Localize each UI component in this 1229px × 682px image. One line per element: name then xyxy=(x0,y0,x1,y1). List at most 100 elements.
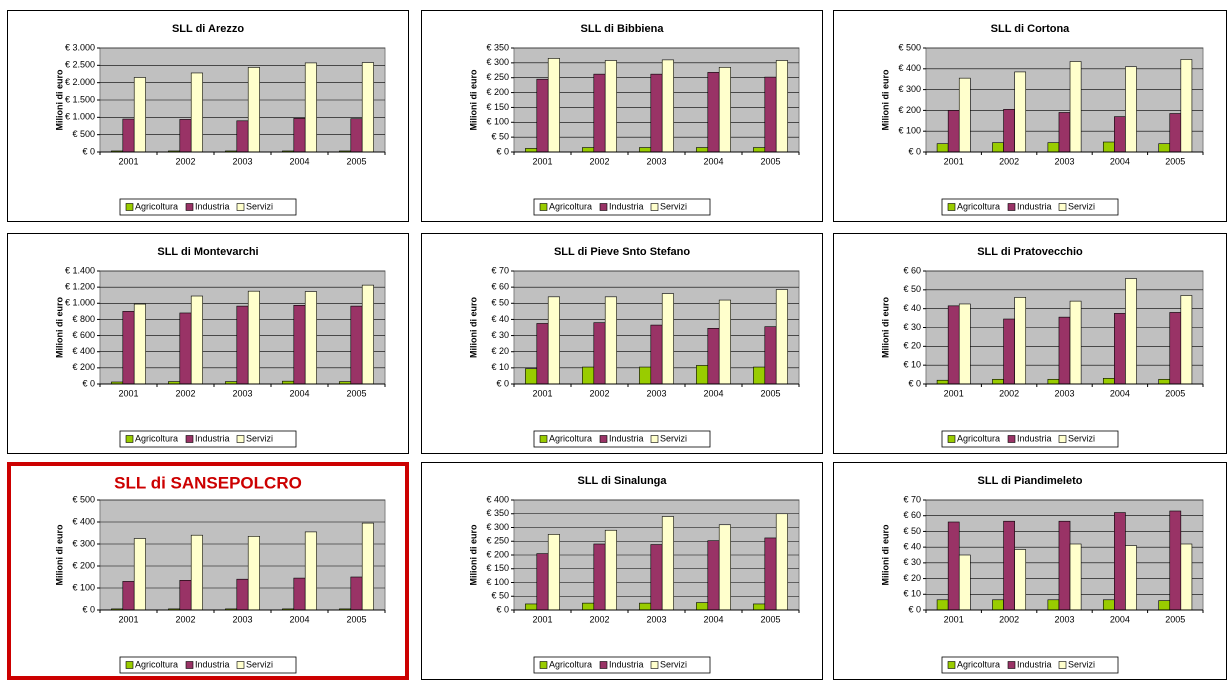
y-tick-label: € 400 xyxy=(72,516,95,526)
chart-title: SLL di Cortona xyxy=(991,23,1071,35)
chart-panel: SLL di Montevarchi € 0 € 200 € 400 € 600 € 80… xyxy=(7,233,409,454)
x-tick-label: 2001 xyxy=(118,614,138,624)
bar xyxy=(1102,599,1115,611)
bar xyxy=(525,148,538,153)
chart-panel: SLL di Piandimeleto € 0 € 10 € 20 € 30 € 40 € … xyxy=(833,462,1227,680)
bar xyxy=(1047,142,1060,153)
legend-swatch xyxy=(1058,203,1067,211)
y-tick-label: € 150 xyxy=(486,563,509,573)
legend-label: Servizi xyxy=(246,659,273,669)
legend-box xyxy=(119,656,297,674)
x-tick-label: 2002 xyxy=(999,156,1019,166)
bar xyxy=(696,147,709,153)
bar xyxy=(236,305,249,385)
bar xyxy=(536,78,549,153)
y-tick-label: € 10 xyxy=(491,362,509,372)
x-tick-label: 2004 xyxy=(289,388,309,398)
chart-panel: SLL di Sinalunga € 0 € 50 € 100 € 150 € 200 € … xyxy=(421,462,823,680)
y-tick-label: € 40 xyxy=(903,303,921,313)
y-tick-label: € 0 xyxy=(496,378,509,388)
y-tick-label: € 100 xyxy=(486,577,509,587)
bar xyxy=(764,326,777,385)
y-tick-label: € 100 xyxy=(72,582,95,592)
legend-label: Agricoltura xyxy=(135,201,178,211)
legend-label: Servizi xyxy=(1068,433,1095,443)
bar xyxy=(661,59,674,153)
bar xyxy=(775,289,788,385)
bar xyxy=(236,578,249,611)
y-tick-label: € 0 xyxy=(496,146,509,156)
y-tick-label: € 60 xyxy=(491,282,509,292)
bar xyxy=(1058,520,1071,611)
y-tick-label: € 400 xyxy=(898,63,921,73)
x-tick-label: 2005 xyxy=(1165,614,1185,624)
y-tick-label: € 350 xyxy=(486,508,509,518)
x-tick-label: 2001 xyxy=(944,156,964,166)
y-tick-label: € 1.200 xyxy=(65,282,95,292)
chart-title: SLL di Bibbiena xyxy=(581,23,665,35)
bar xyxy=(1169,312,1182,385)
bar xyxy=(753,147,766,153)
bar xyxy=(958,77,971,153)
bar xyxy=(1158,600,1171,611)
x-tick-label: 2002 xyxy=(175,388,195,398)
y-tick-label: € 250 xyxy=(486,72,509,82)
y-tick-label: € 30 xyxy=(491,330,509,340)
legend-label: Servizi xyxy=(246,433,273,443)
bar xyxy=(1069,61,1082,153)
chart-panel: SLL di Pratovecchio € 0 € 10 € 20 € 30 € 40 € … xyxy=(833,233,1227,454)
bar xyxy=(1180,295,1193,385)
bar xyxy=(547,296,560,385)
chart-panel: SLL di Bibbiena € 0 € 50 € 100 € 150 € 200 € 2… xyxy=(421,10,823,222)
y-tick-label: € 50 xyxy=(491,298,509,308)
y-tick-label: € 500 xyxy=(72,494,95,504)
x-tick-label: 2001 xyxy=(532,388,552,398)
x-tick-label: 2003 xyxy=(232,156,252,166)
y-tick-label: € 10 xyxy=(903,589,921,599)
legend-swatch xyxy=(947,435,956,443)
y-axis-title: Milioni di euro xyxy=(880,297,890,358)
bar xyxy=(775,60,788,153)
legend-label: Agricoltura xyxy=(957,201,1000,211)
y-tick-label: € 20 xyxy=(903,341,921,351)
y-tick-label: € 250 xyxy=(486,536,509,546)
bar xyxy=(947,110,960,153)
y-axis-title: Milioni di euro xyxy=(54,524,64,585)
bar xyxy=(593,322,606,385)
x-tick-label: 2005 xyxy=(760,156,780,166)
chart-title: SLL di Pratovecchio xyxy=(977,246,1083,258)
legend-swatch xyxy=(1007,661,1016,669)
x-tick-label: 2001 xyxy=(532,156,552,166)
legend-label: Servizi xyxy=(660,201,687,211)
legend-label: Industria xyxy=(195,433,230,443)
y-tick-label: € 30 xyxy=(903,322,921,332)
bar xyxy=(361,62,374,153)
chart-panel: SLL di Cortona € 0 € 100 € 200 € 300 € 400 € 5… xyxy=(833,10,1227,222)
bar xyxy=(1125,278,1137,385)
chart-panel: SLL di Pieve Snto Stefano € 0 € 10 € 20 € 30… xyxy=(421,233,823,454)
chart-title: SLL di Pieve Snto Stefano xyxy=(554,246,690,258)
x-tick-label: 2003 xyxy=(232,614,252,624)
y-tick-label: € 0 xyxy=(908,378,921,388)
chart-title: SLL di Montevarchi xyxy=(157,246,258,258)
legend-label: Industria xyxy=(609,433,644,443)
bar xyxy=(992,599,1004,611)
bar xyxy=(133,303,146,385)
x-tick-label: 2002 xyxy=(589,614,609,624)
bar xyxy=(707,328,720,385)
legend-swatch xyxy=(599,435,608,443)
y-tick-label: € 200 xyxy=(486,549,509,559)
bar xyxy=(775,513,788,611)
x-tick-label: 2005 xyxy=(346,156,366,166)
bar xyxy=(604,296,617,385)
x-tick-label: 2003 xyxy=(232,388,252,398)
y-tick-label: € 1.400 xyxy=(65,265,95,275)
legend-swatch xyxy=(539,203,548,211)
y-tick-label: € 30 xyxy=(903,557,921,567)
bar xyxy=(764,76,777,153)
bar xyxy=(525,368,538,385)
y-tick-label: € 60 xyxy=(903,265,921,275)
y-axis-title: Milioni di euro xyxy=(880,69,890,130)
bar xyxy=(707,540,720,611)
x-tick-label: 2005 xyxy=(760,388,780,398)
